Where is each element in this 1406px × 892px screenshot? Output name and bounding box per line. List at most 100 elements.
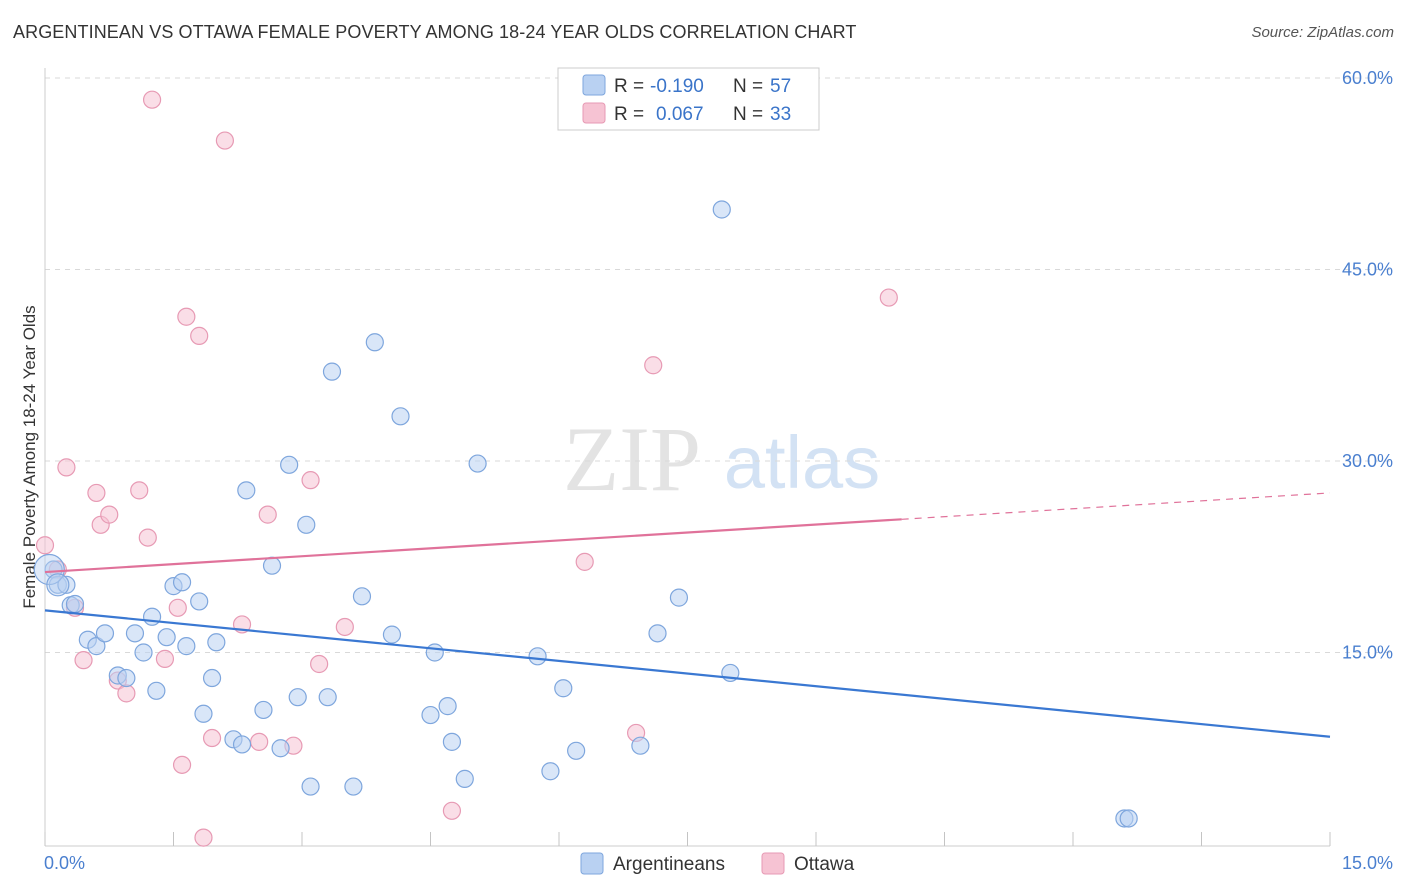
argentineans-point — [468, 454, 487, 473]
ottawa-point — [172, 755, 192, 774]
ottawa-point — [310, 654, 329, 674]
legend-n-label-1: N = — [733, 76, 763, 97]
ottawa-point — [168, 598, 187, 617]
y-axis-tick-labels: 15.0% 30.0% 45.0% 60.0% — [1342, 68, 1393, 663]
ottawa-point — [190, 326, 209, 345]
correlation-legend: R = -0.190 N = 57 R = 0.067 N = 33 — [557, 67, 820, 131]
ottawa-point — [879, 288, 898, 307]
legend-swatch-ottawa — [582, 102, 606, 124]
argentineans-point — [365, 333, 384, 352]
argentineans-point — [318, 688, 337, 707]
argentineans-point — [142, 607, 162, 626]
argentineans-series — [33, 200, 1138, 828]
argentineans-point — [271, 739, 290, 758]
ottawa-point — [177, 307, 196, 326]
argentineans-point — [1119, 809, 1138, 828]
ottawa-point — [142, 90, 162, 109]
ottawa-point — [644, 356, 663, 375]
y-tick-label: 15.0% — [1342, 643, 1393, 663]
argentineans-point — [254, 700, 273, 720]
ottawa-point — [301, 471, 320, 490]
x-tick-label-max: 15.0% — [1342, 853, 1393, 873]
argentineans-point — [352, 587, 372, 606]
ottawa-point — [215, 131, 234, 150]
argentineans-point — [301, 777, 320, 796]
argentineans-point — [147, 681, 166, 700]
ottawa-point — [100, 505, 119, 524]
legend-swatch-argentineans — [582, 74, 606, 96]
argentineans-point — [202, 668, 222, 688]
argentineans-point — [190, 592, 209, 611]
argentineans-point — [262, 556, 282, 575]
legend-n-label-2: N = — [733, 104, 763, 125]
argentineans-point — [232, 735, 252, 754]
watermark: ZIP atlas — [563, 408, 880, 510]
legend-r-label-1: R = — [614, 76, 644, 97]
ottawa-point — [138, 528, 157, 547]
argentineans-point — [177, 637, 196, 656]
argentineans-point — [280, 455, 299, 474]
argentineans-point — [438, 697, 457, 716]
legend-r-value-1: -0.190 — [650, 76, 704, 97]
argentineans-point — [134, 643, 153, 662]
bottom-legend-swatch-argentineans — [580, 852, 604, 875]
legend-r-label-2: R = — [614, 104, 644, 125]
ottawa-point — [57, 458, 76, 477]
bottom-legend-label-ottawa: Ottawa — [794, 854, 855, 875]
legend-n-value-1: 57 — [770, 76, 791, 97]
legend-n-value-2: 33 — [770, 104, 791, 125]
argentineans-point — [442, 732, 462, 751]
y-tick-label: 60.0% — [1342, 68, 1393, 88]
ottawa-point — [155, 649, 175, 668]
argentineans-trend-line — [44, 609, 1331, 738]
argentineans-point — [65, 594, 85, 614]
x-axis-ticks — [44, 832, 1331, 846]
argentineans-point — [344, 777, 363, 796]
bottom-legend-swatch-ottawa — [761, 852, 785, 875]
argentineans-point — [712, 200, 731, 219]
argentineans-point — [567, 741, 586, 760]
argentineans-point — [541, 762, 560, 781]
ottawa-point — [74, 651, 93, 670]
legend-r-value-2: 0.067 — [656, 104, 704, 125]
ottawa-point — [35, 536, 55, 555]
argentineans-point — [288, 688, 307, 707]
ottawa-point — [575, 552, 594, 571]
watermark-zip: ZIP — [563, 408, 701, 510]
argentineans-point-large — [46, 573, 70, 597]
bottom-legend-label-argentineans: Argentineans — [613, 854, 725, 875]
argentineans-point — [391, 407, 410, 426]
argentineans-point — [382, 625, 402, 644]
argentineans-point — [87, 637, 106, 656]
argentineans-point — [631, 736, 650, 755]
argentineans-point — [554, 679, 573, 698]
argentineans-point — [669, 588, 689, 607]
ottawa-point — [130, 481, 149, 500]
ottawa-point — [335, 617, 354, 637]
argentineans-point — [57, 575, 76, 594]
x-tick-label-min: 0.0% — [44, 853, 85, 873]
argentineans-point — [421, 705, 440, 725]
argentineans-point — [297, 515, 316, 534]
argentineans-point — [455, 769, 474, 788]
argentineans-point — [425, 643, 444, 662]
argentineans-point — [194, 704, 213, 723]
ottawa-point — [117, 684, 136, 703]
ottawa-trend-line — [44, 518, 902, 574]
trend-lines — [44, 492, 1331, 738]
ottawa-point — [194, 828, 213, 847]
argentineans-point — [237, 481, 256, 500]
argentineans-point — [157, 628, 176, 647]
y-tick-label: 45.0% — [1342, 260, 1393, 280]
series-legend: Argentineans Ottawa — [580, 852, 855, 875]
argentineans-point-large — [33, 553, 65, 586]
argentineans-point — [172, 573, 192, 592]
ottawa-point — [442, 801, 462, 820]
y-tick-label: 30.0% — [1342, 451, 1393, 471]
argentineans-point — [95, 624, 115, 643]
ottawa-point — [202, 728, 222, 748]
source-label: Source: ZipAtlas.com — [1251, 24, 1394, 41]
y-axis-label: Female Poverty Among 18-24 Year Olds — [20, 305, 39, 608]
watermark-atlas: atlas — [724, 421, 880, 504]
